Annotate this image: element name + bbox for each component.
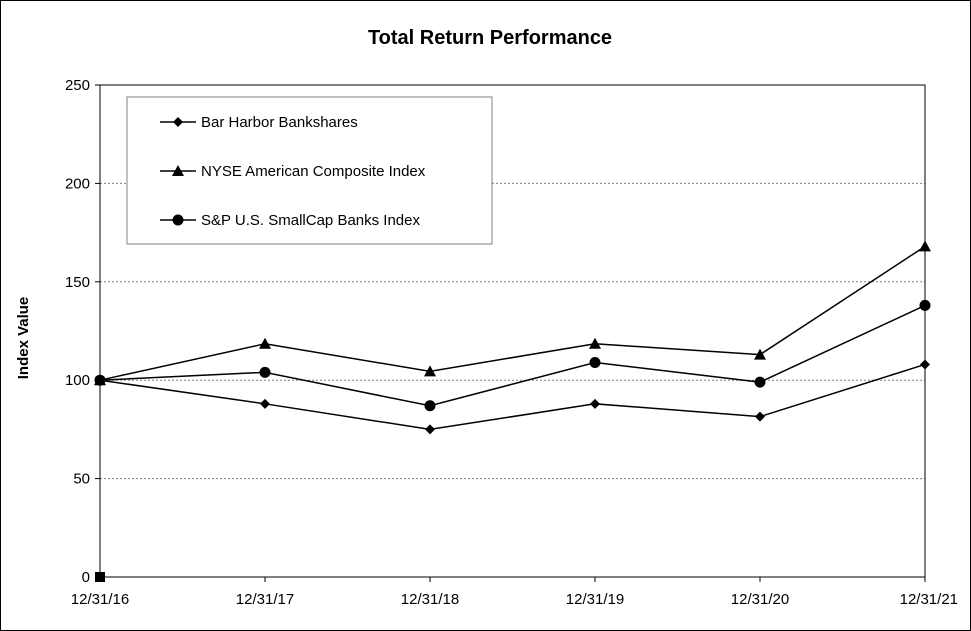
- series-line: [99, 363, 926, 431]
- legend-label: NYSE American Composite Index: [201, 163, 426, 180]
- y-tick-label: 200: [65, 175, 90, 192]
- data-point-triangle: [589, 337, 601, 349]
- series-line: [99, 304, 926, 407]
- series-1: [95, 359, 930, 435]
- data-point-diamond: [425, 424, 435, 435]
- chart-title: Total Return Performance: [368, 27, 612, 49]
- y-tick-label: 150: [65, 274, 90, 291]
- series-3: [94, 299, 931, 412]
- legend: Bar Harbor Bankshares NYSE American Compo…: [126, 96, 493, 245]
- x-tick-label: 12/31/16: [71, 591, 129, 608]
- y-tick-label: 0: [82, 569, 90, 586]
- series-layer: [94, 240, 931, 435]
- data-point-circle: [919, 299, 931, 311]
- data-point-diamond: [920, 359, 930, 370]
- y-tick-label: 100: [65, 372, 90, 389]
- series-line: [99, 245, 926, 381]
- x-axis: 12/31/16 12/31/17 12/31/18 12/31/19 12/31/20…: [71, 577, 958, 608]
- legend-item: Bar Harbor Bankshares: [160, 114, 358, 131]
- y-tick-label: 50: [73, 471, 90, 488]
- data-point-circle: [424, 400, 436, 412]
- legend-marker-diamond: [173, 117, 183, 127]
- legend-marker-circle: [172, 214, 184, 226]
- data-point-diamond: [590, 398, 600, 409]
- data-point-triangle: [424, 365, 436, 377]
- data-point-triangle: [754, 348, 766, 360]
- series-2: [94, 240, 931, 386]
- x-tick-label: 12/31/17: [236, 591, 294, 608]
- y-axis-label: Index Value: [15, 297, 32, 380]
- x-tick-label: 12/31/21: [900, 591, 958, 608]
- data-point-triangle: [919, 240, 931, 252]
- data-point-circle: [589, 356, 601, 368]
- data-point-triangle: [259, 337, 271, 349]
- x-tick-label: 12/31/18: [401, 591, 459, 608]
- plot-area: [99, 84, 926, 578]
- y-tick-label: 250: [65, 77, 90, 94]
- legend-label: Bar Harbor Bankshares: [201, 114, 358, 131]
- y-axis: 0 50 100 150 200 250: [65, 77, 100, 586]
- data-point-circle: [754, 376, 766, 388]
- legend-item: NYSE American Composite Index: [160, 163, 426, 180]
- x-tick-label: 12/31/20: [731, 591, 789, 608]
- data-point-circle: [94, 374, 106, 386]
- data-point-diamond: [260, 398, 270, 409]
- data-point-diamond: [755, 411, 765, 422]
- legend-item: S&P U.S. SmallCap Banks Index: [160, 212, 420, 229]
- origin-marker: [95, 572, 105, 582]
- x-tick-label: 12/31/19: [566, 591, 624, 608]
- data-point-circle: [259, 366, 271, 378]
- legend-label: S&P U.S. SmallCap Banks Index: [201, 212, 420, 229]
- legend-marker-triangle: [172, 165, 184, 176]
